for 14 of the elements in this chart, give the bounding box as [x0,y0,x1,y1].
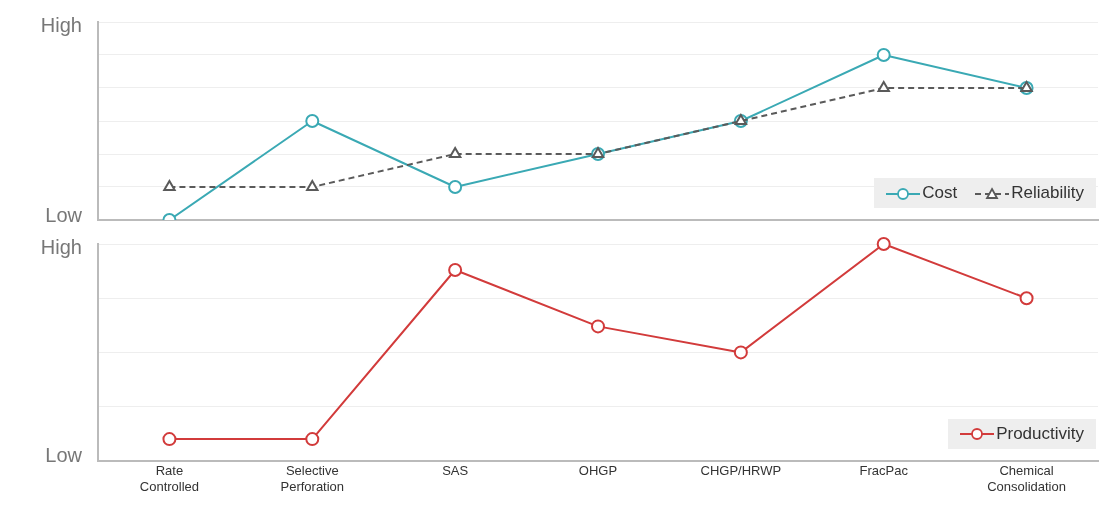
x-tick-label: FracPac [859,463,909,479]
legend-label: Productivity [996,423,1084,443]
x-tick-label: OHGP [578,463,618,479]
x-tick-label: CHGP/HRWP [700,463,782,479]
text: Low [45,203,83,226]
text: Low [45,444,83,467]
x-tick-label: Rate Controlled [139,463,200,494]
x-tick-label: Selective Perforation [280,463,345,494]
legend-label: Reliability [1011,183,1084,202]
text: High [40,13,82,36]
x-tick-label: SAS [442,463,469,479]
text: High [40,235,82,258]
legend-label: Cost [922,183,958,202]
x-tick-label: Chemical Consolidation [987,463,1066,494]
